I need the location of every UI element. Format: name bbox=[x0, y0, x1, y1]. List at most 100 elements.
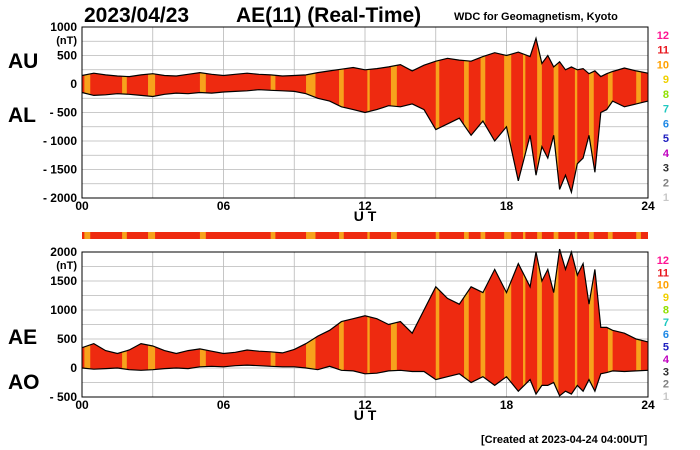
y-tick-label: 1000 bbox=[50, 20, 77, 34]
chart-title: AE(11) (Real-Time) bbox=[236, 4, 422, 27]
upper-series-line bbox=[81, 248, 649, 355]
y-tick-label: 500 bbox=[57, 49, 77, 63]
x-tick-label: 06 bbox=[217, 398, 231, 412]
x-axis-label: U T bbox=[354, 407, 377, 423]
legend-station-4: 4 bbox=[663, 148, 670, 160]
strip-band bbox=[504, 232, 512, 239]
strip-band bbox=[574, 232, 578, 239]
legend-station-2: 2 bbox=[663, 379, 669, 391]
legend-station-5: 5 bbox=[663, 133, 669, 145]
strip-band bbox=[480, 232, 486, 239]
strip-band bbox=[523, 232, 526, 239]
strip-band bbox=[553, 232, 559, 239]
orange-band bbox=[504, 252, 512, 396]
ao-series-label: AO bbox=[8, 371, 40, 394]
strip-band bbox=[435, 232, 440, 239]
x-tick-label: 00 bbox=[75, 398, 89, 412]
y-tick-label: 1000 bbox=[50, 303, 77, 317]
strip-base bbox=[82, 232, 648, 239]
orange-band bbox=[367, 252, 370, 396]
x-tick-label: 24 bbox=[641, 199, 655, 213]
orange-band bbox=[553, 252, 559, 396]
legend-station-7: 7 bbox=[663, 317, 669, 329]
plot-frame bbox=[81, 251, 649, 398]
orange-band bbox=[464, 38, 469, 193]
legend-station-4: 4 bbox=[663, 354, 670, 366]
orange-band bbox=[464, 252, 469, 396]
orange-band bbox=[537, 38, 542, 193]
panel-au-al bbox=[81, 26, 649, 199]
legend-station-11: 11 bbox=[657, 45, 669, 57]
strip-band bbox=[339, 232, 344, 239]
orange-band bbox=[504, 38, 512, 193]
strip-band bbox=[148, 232, 156, 239]
legend-station-10: 10 bbox=[657, 59, 669, 71]
unit-label: (nT) bbox=[56, 260, 77, 272]
legend-station-8: 8 bbox=[663, 304, 669, 316]
x-tick-label: 18 bbox=[500, 398, 514, 412]
orange-band bbox=[537, 252, 542, 396]
x-tick-label: 00 bbox=[75, 199, 89, 213]
legend-station-3: 3 bbox=[663, 366, 669, 378]
orange-band bbox=[339, 252, 344, 396]
legend-station-2: 2 bbox=[663, 177, 669, 189]
lower-series-line bbox=[81, 364, 649, 397]
y-tick-label: 1500 bbox=[50, 274, 77, 288]
y-tick-label: - 1000 bbox=[43, 134, 77, 148]
x-tick-label: 12 bbox=[358, 199, 372, 213]
chart-date: 2023/04/23 bbox=[84, 4, 190, 27]
legend-station-11: 11 bbox=[657, 267, 669, 279]
legend-station-7: 7 bbox=[663, 104, 669, 116]
panel-ae-ao bbox=[81, 248, 649, 398]
y-tick-label: 0 bbox=[70, 77, 77, 91]
legend-station-3: 3 bbox=[663, 163, 669, 175]
legend-station-5: 5 bbox=[663, 342, 669, 354]
strip-band bbox=[607, 232, 613, 239]
strip-band bbox=[270, 232, 276, 239]
strip-band bbox=[122, 232, 127, 239]
legend-station-8: 8 bbox=[663, 89, 669, 101]
strip-band bbox=[367, 232, 370, 239]
strip-band bbox=[390, 232, 397, 239]
orange-band bbox=[589, 252, 594, 396]
x-tick-label: 18 bbox=[500, 199, 514, 213]
strip-band bbox=[199, 232, 206, 239]
legend-station-9: 9 bbox=[663, 292, 669, 304]
ae-series-label: AE bbox=[8, 326, 38, 349]
strip-band bbox=[306, 232, 316, 239]
legend-station-12: 12 bbox=[657, 255, 669, 267]
legend-station-6: 6 bbox=[663, 118, 669, 130]
y-tick-label: - 2000 bbox=[43, 191, 77, 205]
x-tick-label: 12 bbox=[358, 398, 372, 412]
strip-band bbox=[464, 232, 469, 239]
x-tick-label: 06 bbox=[217, 199, 231, 213]
orange-band bbox=[589, 38, 594, 193]
legend-station-10: 10 bbox=[657, 280, 669, 292]
x-axis-label: U T bbox=[354, 208, 377, 224]
orange-band bbox=[480, 38, 486, 193]
y-tick-label: 0 bbox=[70, 361, 77, 375]
strip-band bbox=[537, 232, 542, 239]
legend-station-6: 6 bbox=[663, 329, 669, 341]
unit-label: (nT) bbox=[56, 35, 77, 47]
upper-series-line bbox=[81, 36, 649, 78]
plot-frame bbox=[81, 26, 649, 199]
x-tick-label: 24 bbox=[641, 398, 655, 412]
strip-band bbox=[84, 232, 91, 239]
orange-band bbox=[574, 38, 578, 193]
au-series-label: AU bbox=[8, 50, 39, 73]
station-strip bbox=[82, 232, 648, 239]
y-tick-label: 500 bbox=[57, 332, 77, 346]
orange-band bbox=[480, 252, 486, 396]
al-series-label: AL bbox=[8, 104, 36, 127]
legend-station-12: 12 bbox=[657, 30, 669, 42]
orange-band bbox=[390, 252, 397, 396]
y-tick-label: 2000 bbox=[50, 245, 77, 259]
strip-band bbox=[636, 232, 641, 239]
lower-series-line bbox=[81, 89, 649, 195]
observatory-label: WDC for Geomagnetism, Kyoto bbox=[454, 11, 618, 23]
orange-band bbox=[523, 38, 526, 193]
orange-band bbox=[435, 38, 440, 193]
y-tick-label: - 500 bbox=[50, 390, 78, 404]
